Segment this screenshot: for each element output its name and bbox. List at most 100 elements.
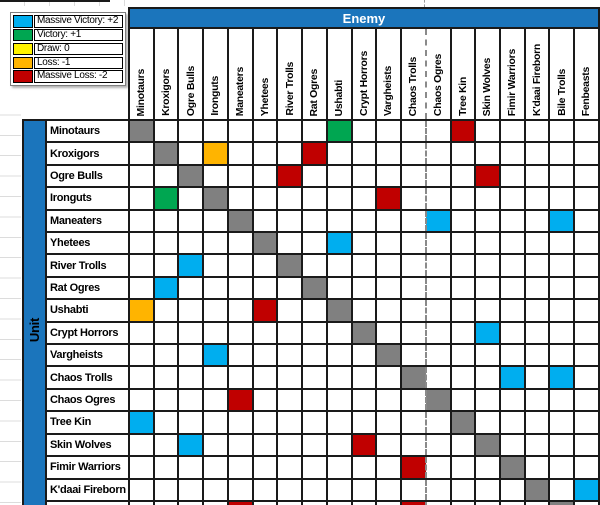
- matrix-cell[interactable]: [276, 253, 304, 278]
- matrix-cell[interactable]: [499, 477, 526, 502]
- matrix-cell[interactable]: [276, 432, 304, 458]
- matrix-cell[interactable]: [251, 275, 279, 301]
- matrix-cell[interactable]: [350, 320, 378, 346]
- matrix-cell[interactable]: [325, 343, 353, 368]
- matrix-cell[interactable]: [449, 208, 477, 234]
- matrix-cell[interactable]: [226, 231, 254, 256]
- matrix-cell[interactable]: [548, 455, 576, 480]
- matrix-cell[interactable]: [202, 186, 229, 211]
- matrix-cell[interactable]: [400, 499, 427, 505]
- matrix-cell[interactable]: [573, 477, 600, 502]
- matrix-cell[interactable]: [350, 477, 378, 502]
- matrix-cell[interactable]: [499, 118, 526, 144]
- matrix-cell[interactable]: [325, 275, 353, 301]
- matrix-cell[interactable]: [573, 499, 600, 505]
- matrix-cell[interactable]: [548, 410, 576, 435]
- matrix-cell[interactable]: [523, 410, 551, 435]
- matrix-cell[interactable]: [202, 253, 229, 278]
- matrix-cell[interactable]: [325, 118, 353, 144]
- matrix-cell[interactable]: [325, 387, 353, 413]
- matrix-cell[interactable]: [202, 208, 229, 234]
- matrix-cell[interactable]: [226, 141, 254, 166]
- matrix-cell[interactable]: [400, 141, 427, 166]
- row-header[interactable]: Crypt Horrors: [45, 320, 130, 346]
- matrix-cell[interactable]: [424, 141, 452, 166]
- matrix-cell[interactable]: [449, 455, 477, 480]
- matrix-cell[interactable]: [523, 499, 551, 505]
- matrix-cell[interactable]: [325, 499, 353, 505]
- matrix-cell[interactable]: [375, 432, 403, 458]
- matrix-cell[interactable]: [128, 253, 155, 278]
- matrix-cell[interactable]: [350, 387, 378, 413]
- row-header[interactable]: Ogre Bulls: [45, 163, 130, 189]
- matrix-cell[interactable]: [301, 231, 328, 256]
- matrix-cell[interactable]: [152, 163, 180, 189]
- matrix-cell[interactable]: [523, 365, 551, 390]
- column-header[interactable]: Vargheists: [375, 27, 403, 121]
- matrix-cell[interactable]: [573, 410, 600, 435]
- matrix-cell[interactable]: [128, 343, 155, 368]
- matrix-cell[interactable]: [548, 163, 576, 189]
- matrix-cell[interactable]: [474, 365, 502, 390]
- matrix-cell[interactable]: [325, 477, 353, 502]
- matrix-cell[interactable]: [152, 186, 180, 211]
- matrix-cell[interactable]: [523, 208, 551, 234]
- matrix-cell[interactable]: [573, 253, 600, 278]
- matrix-cell[interactable]: [128, 387, 155, 413]
- matrix-cell[interactable]: [128, 410, 155, 435]
- matrix-cell[interactable]: [424, 163, 452, 189]
- matrix-cell[interactable]: [152, 253, 180, 278]
- matrix-cell[interactable]: [350, 275, 378, 301]
- matrix-cell[interactable]: [301, 141, 328, 166]
- matrix-cell[interactable]: [226, 163, 254, 189]
- matrix-cell[interactable]: [499, 298, 526, 323]
- matrix-cell[interactable]: [424, 432, 452, 458]
- matrix-cell[interactable]: [548, 477, 576, 502]
- matrix-cell[interactable]: [226, 253, 254, 278]
- matrix-cell[interactable]: [128, 163, 155, 189]
- matrix-cell[interactable]: [375, 320, 403, 346]
- matrix-cell[interactable]: [177, 231, 205, 256]
- matrix-cell[interactable]: [226, 208, 254, 234]
- matrix-cell[interactable]: [449, 275, 477, 301]
- column-header[interactable]: Fenbeasts: [573, 27, 600, 121]
- matrix-cell[interactable]: [573, 343, 600, 368]
- matrix-cell[interactable]: [251, 253, 279, 278]
- matrix-cell[interactable]: [301, 499, 328, 505]
- matrix-cell[interactable]: [499, 432, 526, 458]
- matrix-cell[interactable]: [301, 298, 328, 323]
- column-header[interactable]: Chaos Ogres: [424, 27, 452, 121]
- matrix-cell[interactable]: [226, 477, 254, 502]
- matrix-cell[interactable]: [573, 432, 600, 458]
- matrix-cell[interactable]: [301, 186, 328, 211]
- matrix-cell[interactable]: [226, 410, 254, 435]
- column-header[interactable]: Skin Wolves: [474, 27, 502, 121]
- matrix-cell[interactable]: [548, 365, 576, 390]
- matrix-cell[interactable]: [375, 253, 403, 278]
- matrix-cell[interactable]: [424, 320, 452, 346]
- matrix-cell[interactable]: [499, 208, 526, 234]
- matrix-cell[interactable]: [400, 208, 427, 234]
- matrix-cell[interactable]: [375, 141, 403, 166]
- matrix-cell[interactable]: [375, 343, 403, 368]
- matrix-cell[interactable]: [202, 455, 229, 480]
- matrix-cell[interactable]: [523, 231, 551, 256]
- matrix-cell[interactable]: [499, 186, 526, 211]
- matrix-cell[interactable]: [276, 141, 304, 166]
- matrix-cell[interactable]: [424, 275, 452, 301]
- matrix-cell[interactable]: [128, 231, 155, 256]
- matrix-cell[interactable]: [548, 432, 576, 458]
- matrix-cell[interactable]: [573, 298, 600, 323]
- matrix-cell[interactable]: [152, 320, 180, 346]
- matrix-cell[interactable]: [350, 163, 378, 189]
- matrix-cell[interactable]: [400, 455, 427, 480]
- matrix-cell[interactable]: [226, 343, 254, 368]
- matrix-cell[interactable]: [499, 410, 526, 435]
- matrix-cell[interactable]: [400, 343, 427, 368]
- matrix-cell[interactable]: [424, 410, 452, 435]
- matrix-cell[interactable]: [375, 186, 403, 211]
- matrix-cell[interactable]: [499, 231, 526, 256]
- matrix-cell[interactable]: [350, 253, 378, 278]
- matrix-cell[interactable]: [424, 477, 452, 502]
- matrix-cell[interactable]: [152, 410, 180, 435]
